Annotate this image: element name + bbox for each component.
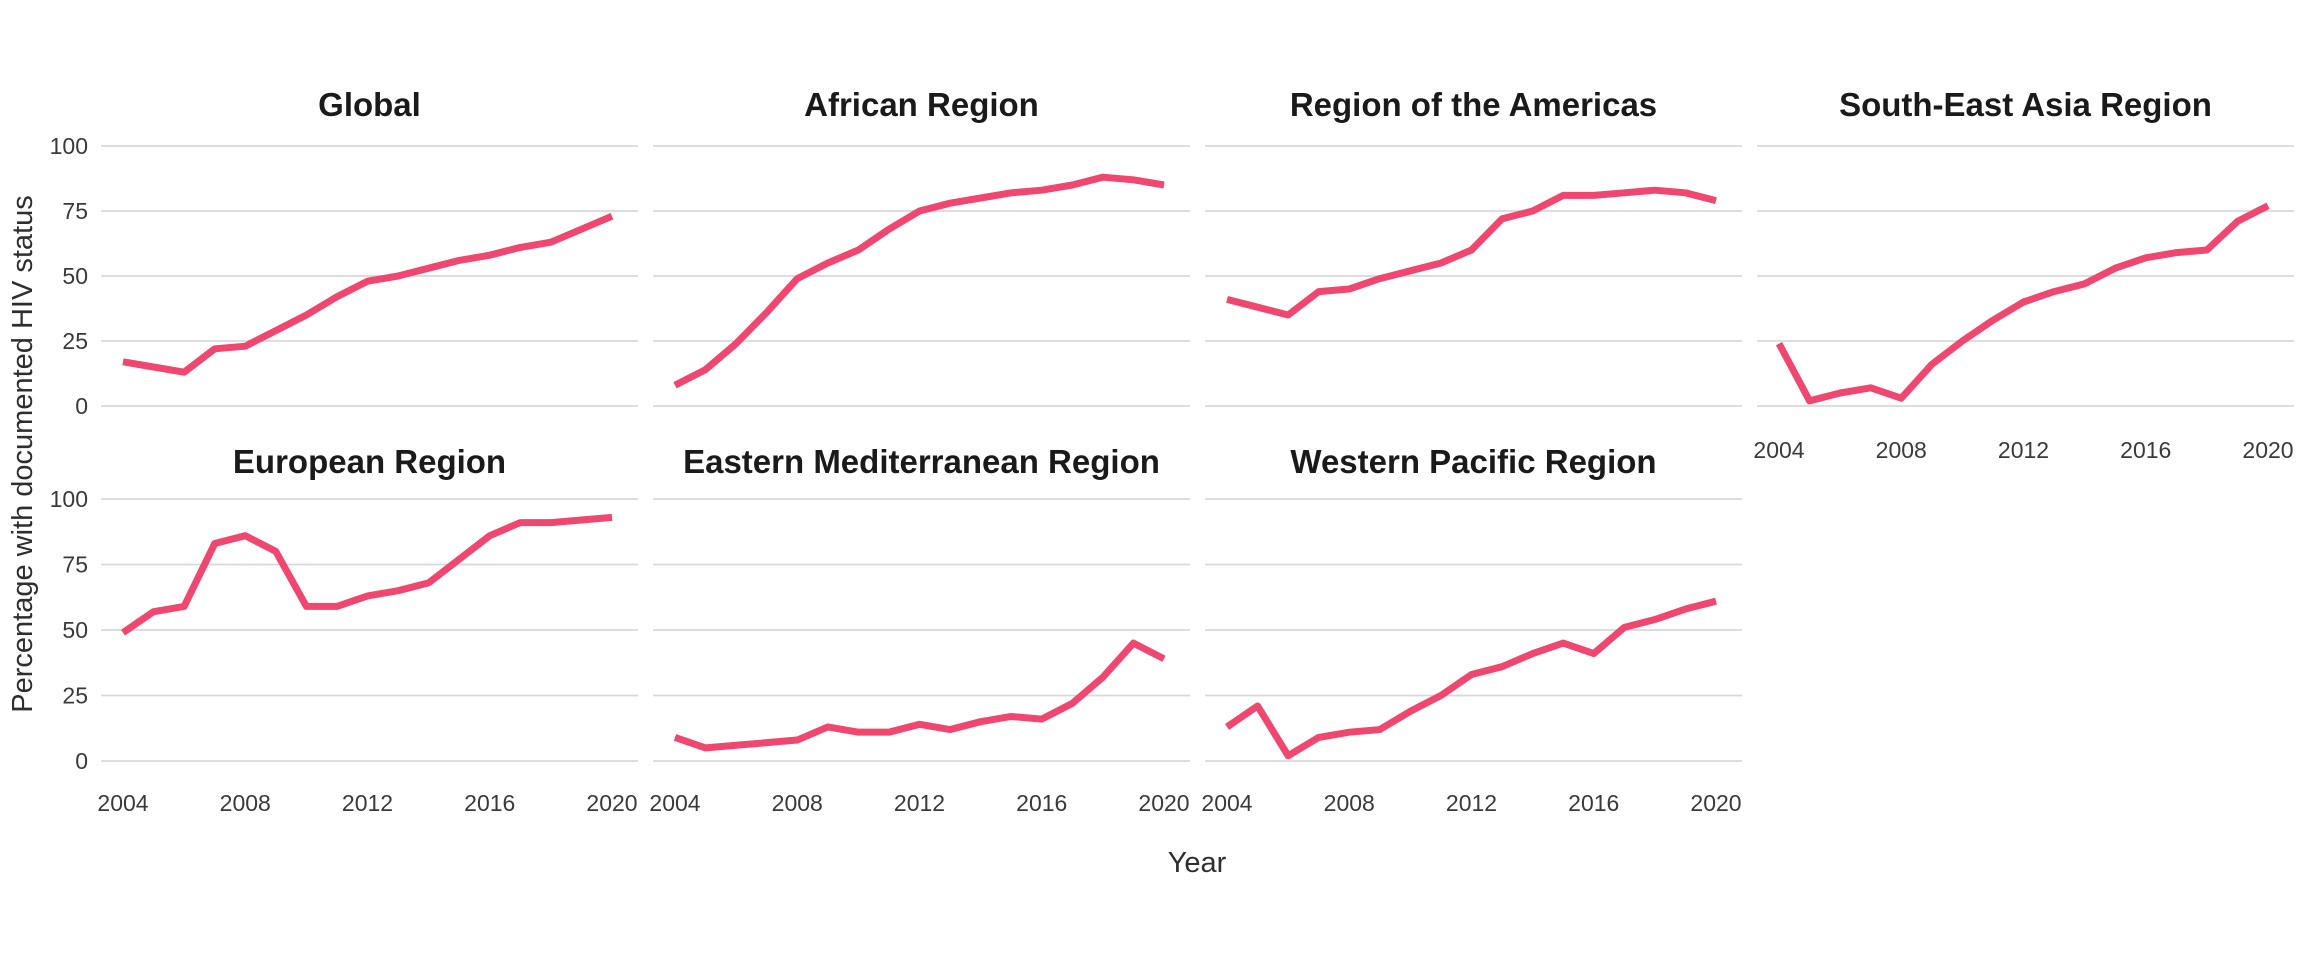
facet-region-of-the-americas: Region of the Americas — [1205, 86, 1742, 407]
x-tick-label: 2012 — [342, 790, 393, 816]
y-tick-label: 50 — [62, 263, 88, 289]
facet-panels: Global 0 25 50 75 100 African Region Region of … — [50, 86, 2294, 816]
y-tick-label: 25 — [62, 328, 88, 354]
facet-title: Global — [318, 86, 421, 123]
y-tick-label: 25 — [62, 683, 88, 709]
y-tick-label: 100 — [50, 486, 88, 512]
trend-line — [1225, 597, 1717, 760]
x-tick-label: 2016 — [2120, 437, 2171, 463]
y-axis-title: Percentage with documented HIV status — [7, 195, 39, 712]
y-tick-label: 75 — [62, 198, 88, 224]
x-tick-label: 2020 — [586, 790, 637, 816]
x-tick-label: 2020 — [1138, 790, 1189, 816]
facet-title: Region of the Americas — [1290, 86, 1657, 123]
x-tick-label: 2004 — [649, 790, 700, 816]
x-tick-label: 2020 — [2242, 437, 2293, 463]
x-tick-label: 2016 — [1568, 790, 1619, 816]
trend-line — [673, 173, 1165, 389]
x-tick-label: 2008 — [220, 790, 271, 816]
x-tick-label: 2012 — [1998, 437, 2049, 463]
facet-title: Eastern Mediterranean Region — [683, 443, 1160, 480]
x-tick-label: 2016 — [464, 790, 515, 816]
y-tick-label: 75 — [62, 552, 88, 578]
x-tick-label: 2004 — [1753, 437, 1804, 463]
facet-title: South-East Asia Region — [1839, 86, 2212, 123]
facet-south-east-asia-region: South-East Asia Region 2004 2008 2012 2016 20… — [1753, 86, 2294, 463]
trend-line — [121, 513, 613, 636]
facet-western-pacific-region: Western Pacific Region 2004 2008 2012 2016 20… — [1201, 443, 1742, 816]
y-tick-label: 0 — [75, 748, 88, 774]
x-tick-label: 2008 — [1876, 437, 1927, 463]
facet-african-region: African Region — [653, 86, 1190, 407]
facet-eastern-mediterranean-region: Eastern Mediterranean Region 2004 2008 2012… — [649, 443, 1190, 816]
facet-title: Western Pacific Region — [1290, 443, 1656, 480]
facet-title: African Region — [804, 86, 1039, 123]
x-tick-label: 2008 — [772, 790, 823, 816]
x-tick-label: 2016 — [1016, 790, 1067, 816]
trend-line — [1226, 186, 1717, 319]
x-tick-label: 2004 — [97, 790, 148, 816]
trend-line — [122, 212, 614, 376]
x-tick-label: 2020 — [1690, 790, 1741, 816]
y-tick-label: 0 — [75, 393, 88, 419]
x-tick-label: 2012 — [1446, 790, 1497, 816]
y-tick-label: 50 — [62, 617, 88, 643]
x-tick-label: 2012 — [894, 790, 945, 816]
trend-line — [1775, 202, 2270, 405]
x-tick-label: 2004 — [1201, 790, 1252, 816]
y-tick-label: 100 — [50, 133, 88, 159]
facet-european-region: European Region 0 25 50 75 100 2004 2008 2012 201… — [50, 443, 638, 816]
facet-title: European Region — [233, 443, 506, 480]
facet-global: Global 0 25 50 75 100 — [50, 86, 638, 419]
x-tick-label: 2008 — [1324, 790, 1375, 816]
trend-line — [673, 639, 1166, 752]
x-axis-title: Year — [1168, 847, 1227, 879]
